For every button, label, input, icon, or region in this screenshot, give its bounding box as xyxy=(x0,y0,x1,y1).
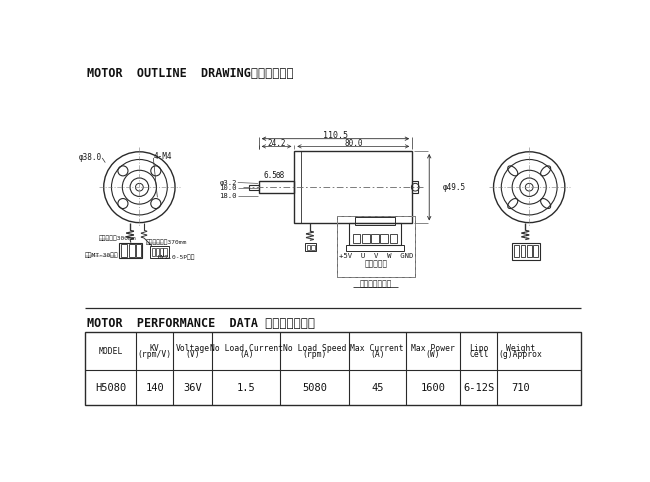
Bar xyxy=(163,248,166,256)
Bar xyxy=(380,234,388,243)
Bar xyxy=(121,244,127,256)
Text: (rpm): (rpm) xyxy=(302,350,327,359)
Text: Max Current: Max Current xyxy=(350,344,404,353)
Text: 红蓝白黄黑: 红蓝白黄黑 xyxy=(364,260,387,268)
Text: 45: 45 xyxy=(371,383,384,393)
Bar xyxy=(355,217,395,225)
Bar xyxy=(412,181,419,193)
Text: 1.5: 1.5 xyxy=(237,383,255,393)
Bar xyxy=(259,181,294,193)
Text: 24.2: 24.2 xyxy=(267,139,286,148)
Bar xyxy=(294,151,412,223)
Text: HY2.0-5P插头: HY2.0-5P插头 xyxy=(158,254,196,260)
Text: Max Power: Max Power xyxy=(411,344,455,353)
Text: No Load Current: No Load Current xyxy=(210,344,283,353)
Text: 传感器引线长370mm: 传感器引线长370mm xyxy=(146,239,187,245)
Bar xyxy=(390,234,397,243)
Bar xyxy=(533,245,538,257)
Text: φ38.0: φ38.0 xyxy=(79,153,102,162)
Bar xyxy=(306,243,316,251)
Text: 艾迭MT-30插头: 艾迭MT-30插头 xyxy=(85,252,119,258)
Text: H5080: H5080 xyxy=(95,383,126,393)
Bar xyxy=(129,244,135,256)
Text: MOTOR  OUTLINE  DRAWING（外形图）：: MOTOR OUTLINE DRAWING（外形图）： xyxy=(88,67,294,80)
Text: 6.5: 6.5 xyxy=(263,171,278,180)
Text: 80.0: 80.0 xyxy=(344,139,363,148)
Text: KV: KV xyxy=(150,344,160,353)
Bar xyxy=(527,245,532,257)
Text: 140: 140 xyxy=(146,383,164,393)
Text: 10.0: 10.0 xyxy=(220,185,237,191)
Text: MODEL: MODEL xyxy=(99,347,123,356)
Text: +5V  U  V  W  GND: +5V U V W GND xyxy=(339,253,413,259)
Bar xyxy=(136,244,141,256)
Bar xyxy=(371,234,379,243)
Text: Cell: Cell xyxy=(469,350,489,359)
Text: (W): (W) xyxy=(426,350,441,359)
Text: 传感器引线排列: 传感器引线排列 xyxy=(359,279,392,288)
Bar xyxy=(307,245,310,250)
Text: No Load Speed: No Load Speed xyxy=(283,344,346,353)
Text: 110.5: 110.5 xyxy=(323,131,348,140)
Bar xyxy=(348,223,401,245)
Bar xyxy=(515,245,519,257)
Text: 710: 710 xyxy=(512,383,530,393)
Text: 18.0: 18.0 xyxy=(220,193,237,200)
Bar xyxy=(311,245,315,250)
Bar xyxy=(337,215,415,277)
Text: (g)Approx: (g)Approx xyxy=(499,350,543,359)
Bar xyxy=(512,242,540,260)
Bar xyxy=(85,332,581,405)
Text: Weight: Weight xyxy=(506,344,536,353)
Bar xyxy=(159,248,162,256)
Bar xyxy=(155,248,159,256)
Bar xyxy=(152,248,155,256)
Text: Lipo: Lipo xyxy=(469,344,489,353)
Text: 6-12S: 6-12S xyxy=(463,383,495,393)
Text: (rpm/V): (rpm/V) xyxy=(138,350,172,359)
Text: (A): (A) xyxy=(239,350,254,359)
Bar xyxy=(521,245,525,257)
Bar xyxy=(119,242,142,258)
Bar xyxy=(346,245,404,251)
Text: φ3.2: φ3.2 xyxy=(220,180,237,186)
Text: 36V: 36V xyxy=(183,383,202,393)
Text: MOTOR  PERFORMANCE  DATA （性能参数）：: MOTOR PERFORMANCE DATA （性能参数）： xyxy=(88,317,315,330)
Bar xyxy=(150,246,169,258)
Text: 5080: 5080 xyxy=(302,383,327,393)
Text: 1600: 1600 xyxy=(421,383,446,393)
Text: Voltage: Voltage xyxy=(176,344,210,353)
Text: 4-M4: 4-M4 xyxy=(153,152,172,161)
Bar xyxy=(352,234,360,243)
Text: Θ8: Θ8 xyxy=(276,171,285,180)
Bar xyxy=(250,185,259,189)
Text: 电机引线长300mm: 电机引线长300mm xyxy=(99,235,136,241)
Text: (A): (A) xyxy=(370,350,385,359)
Bar xyxy=(362,234,370,243)
Text: (V): (V) xyxy=(185,350,200,359)
Text: φ49.5: φ49.5 xyxy=(443,183,466,192)
